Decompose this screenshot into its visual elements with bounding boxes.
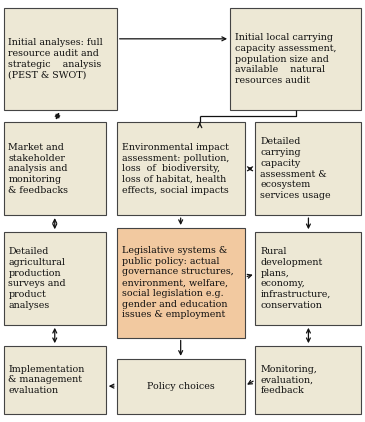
FancyBboxPatch shape	[4, 232, 106, 325]
FancyBboxPatch shape	[255, 346, 361, 414]
FancyBboxPatch shape	[117, 359, 245, 414]
FancyBboxPatch shape	[255, 122, 361, 215]
FancyBboxPatch shape	[117, 122, 245, 215]
Text: Initial analyses: full
resource audit and
strategic    analysis
(PEST & SWOT): Initial analyses: full resource audit an…	[8, 38, 103, 80]
Text: Initial local carrying
capacity assessment,
population size and
available    nat: Initial local carrying capacity assessme…	[235, 33, 336, 85]
Text: Monitoring,
evaluation,
feedback: Monitoring, evaluation, feedback	[260, 365, 317, 395]
Text: Implementation
& management
evaluation: Implementation & management evaluation	[8, 365, 85, 395]
Text: Rural
development
plans,
economy,
infrastructure,
conservation: Rural development plans, economy, infras…	[260, 247, 331, 310]
Text: Market and
stakeholder
analysis and
monitoring
& feedbacks: Market and stakeholder analysis and moni…	[8, 143, 68, 195]
Text: Policy choices: Policy choices	[147, 381, 215, 391]
Text: Environmental impact
assessment: pollution,
loss  of  biodiversity,
loss of habi: Environmental impact assessment: polluti…	[122, 143, 229, 195]
FancyBboxPatch shape	[230, 8, 361, 110]
Text: Detailed
carrying
capacity
assessment &
ecosystem
services usage: Detailed carrying capacity assessment & …	[260, 138, 331, 200]
FancyBboxPatch shape	[4, 122, 106, 215]
FancyBboxPatch shape	[117, 228, 245, 338]
Text: Detailed
agricultural
production
surveys and
product
analyses: Detailed agricultural production surveys…	[8, 247, 66, 310]
Text: Legislative systems &
public policy: actual
governance structures,
environment, : Legislative systems & public policy: act…	[122, 246, 233, 319]
FancyBboxPatch shape	[4, 8, 117, 110]
FancyBboxPatch shape	[4, 346, 106, 414]
FancyBboxPatch shape	[255, 232, 361, 325]
